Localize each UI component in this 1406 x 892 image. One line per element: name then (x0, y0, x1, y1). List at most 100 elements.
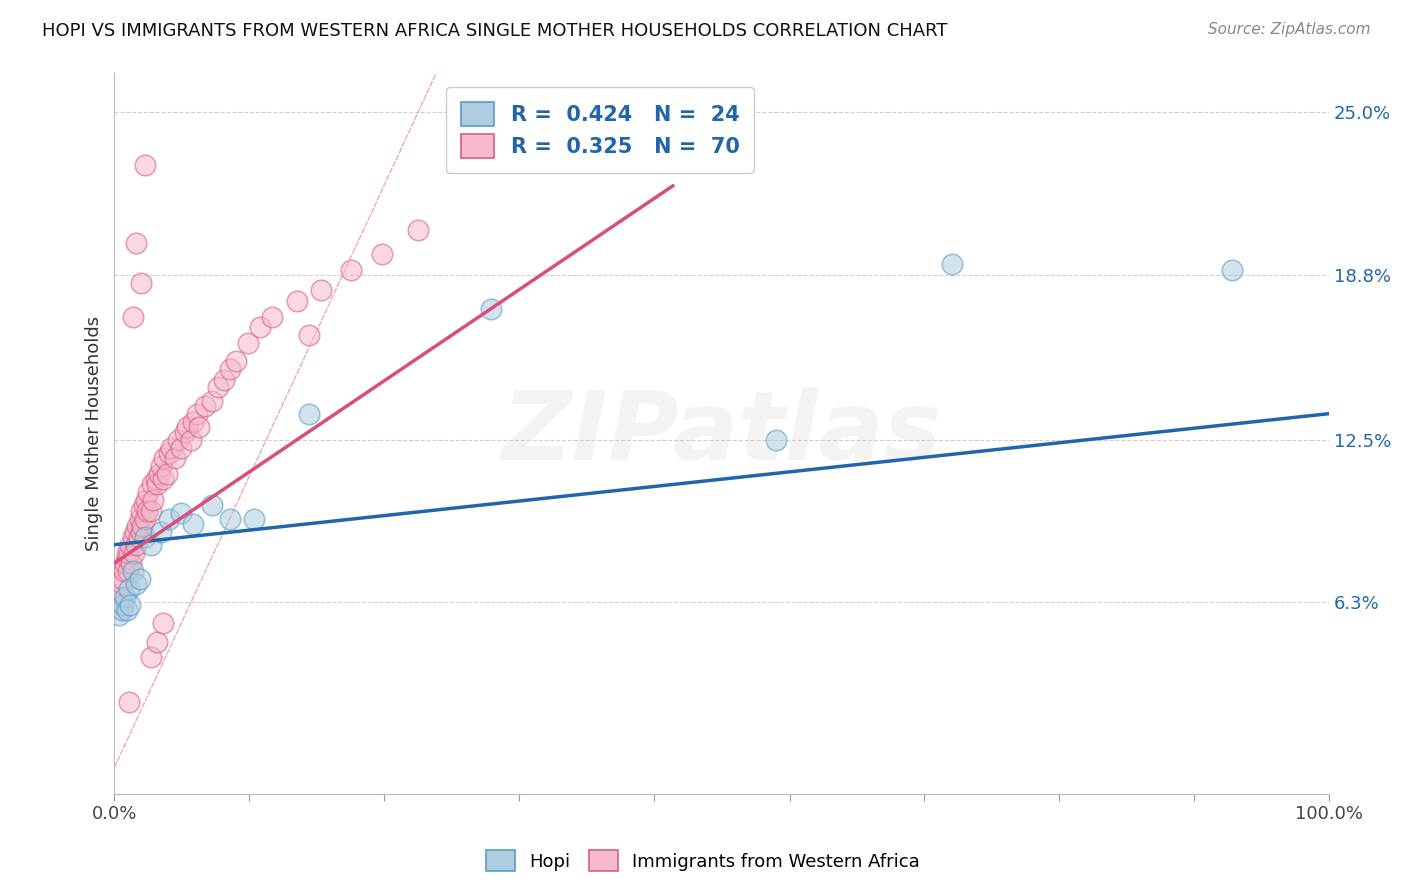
Point (117, 564, 139, 578)
Point (136, 503, 159, 517)
Point (200, 393, 222, 408)
Point (183, 415, 205, 429)
Point (340, 262, 363, 277)
Point (152, 472, 174, 486)
Point (212, 373, 235, 387)
Point (138, 485, 160, 500)
Point (370, 247, 392, 261)
Point (298, 407, 321, 421)
Point (127, 519, 149, 533)
Point (121, 564, 143, 578)
Point (121, 530, 143, 544)
Text: ZIPatlas: ZIPatlas (502, 387, 942, 480)
Point (115, 545, 138, 559)
Point (243, 511, 266, 525)
Point (941, 257, 963, 271)
Text: HOPI VS IMMIGRANTS FROM WESTERN AFRICA SINGLE MOTHER HOUSEHOLDS CORRELATION CHAR: HOPI VS IMMIGRANTS FROM WESTERN AFRICA S… (42, 22, 948, 40)
Point (200, 499, 222, 513)
Point (124, 524, 146, 539)
Point (218, 511, 240, 525)
Point (249, 320, 271, 334)
Point (180, 433, 202, 447)
Point (131, 519, 153, 533)
Point (309, 284, 332, 298)
Point (125, 236, 148, 251)
Point (146, 477, 169, 491)
Point (149, 459, 172, 474)
Point (152, 616, 174, 631)
Point (173, 425, 195, 439)
Point (120, 556, 142, 570)
Point (120, 538, 142, 552)
Point (157, 511, 180, 525)
Point (129, 503, 152, 517)
Point (165, 451, 187, 466)
Point (129, 511, 152, 525)
Point (111, 577, 134, 591)
Point (160, 441, 183, 455)
Y-axis label: Single Mother Households: Single Mother Households (86, 316, 103, 551)
Point (120, 598, 142, 612)
Point (115, 603, 138, 617)
Point (114, 556, 136, 570)
Point (157, 446, 180, 460)
Point (134, 511, 156, 525)
Point (207, 380, 229, 394)
Point (166, 433, 188, 447)
Point (118, 545, 141, 559)
Point (134, 158, 156, 172)
Point (112, 564, 135, 578)
Point (765, 433, 787, 447)
Point (170, 441, 193, 455)
Point (139, 503, 162, 517)
Legend: R =  0.424   N =  24, R =  0.325   N =  70: R = 0.424 N = 24, R = 0.325 N = 70 (446, 87, 754, 173)
Point (406, 223, 429, 237)
Point (118, 582, 141, 597)
Point (108, 608, 131, 623)
Point (118, 695, 141, 709)
Point (125, 538, 148, 552)
Point (149, 524, 172, 539)
Point (142, 493, 165, 508)
Point (121, 310, 143, 324)
Point (194, 399, 217, 413)
Point (139, 650, 162, 665)
Point (153, 451, 176, 466)
Point (122, 545, 145, 559)
Point (1220, 262, 1243, 277)
Point (479, 301, 502, 316)
Point (132, 499, 155, 513)
Point (236, 335, 259, 350)
Point (298, 328, 321, 343)
Point (262, 310, 284, 324)
Point (146, 634, 169, 648)
Point (110, 590, 132, 604)
Point (111, 603, 134, 617)
Point (145, 472, 167, 486)
Point (125, 577, 148, 591)
Legend: Hopi, Immigrants from Western Africa: Hopi, Immigrants from Western Africa (479, 843, 927, 879)
Point (186, 407, 208, 421)
Point (115, 550, 138, 565)
Point (148, 467, 170, 481)
Point (225, 354, 247, 368)
Point (135, 493, 157, 508)
Point (114, 590, 136, 604)
Point (111, 598, 134, 612)
Point (129, 524, 152, 539)
Point (176, 419, 198, 434)
Text: Source: ZipAtlas.com: Source: ZipAtlas.com (1208, 22, 1371, 37)
Point (139, 538, 162, 552)
Point (129, 572, 152, 586)
Point (128, 530, 150, 544)
Point (188, 419, 211, 434)
Point (285, 293, 308, 308)
Point (170, 506, 193, 520)
Point (129, 276, 152, 290)
Point (156, 467, 179, 481)
Point (183, 516, 205, 531)
Point (111, 572, 134, 586)
Point (218, 362, 240, 376)
Point (141, 477, 163, 491)
Point (134, 530, 156, 544)
